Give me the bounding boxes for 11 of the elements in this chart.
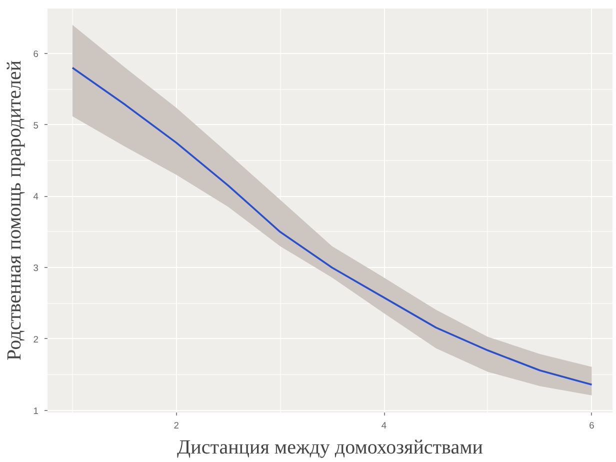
y-axis-title: Родственная помощь прародителей bbox=[3, 60, 26, 361]
x-axis-title: Дистанция между домохозяйствами bbox=[177, 436, 484, 458]
y-tick-label: 1 bbox=[33, 406, 39, 416]
y-tick-label: 4 bbox=[33, 192, 39, 202]
x-tick-label: 4 bbox=[381, 420, 387, 430]
y-tick-label: 5 bbox=[33, 120, 39, 130]
y-tick-label: 3 bbox=[33, 263, 39, 274]
y-tick-label: 6 bbox=[33, 48, 39, 59]
x-tick-label: 6 bbox=[589, 420, 594, 430]
x-tick-label: 2 bbox=[174, 420, 179, 430]
y-tick-label: 2 bbox=[33, 334, 39, 344]
